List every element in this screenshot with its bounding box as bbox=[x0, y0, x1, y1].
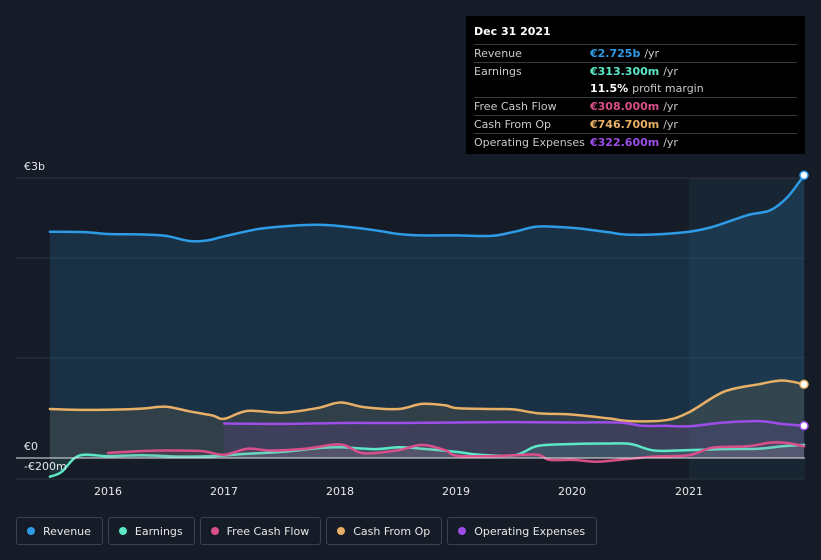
legend-label: Revenue bbox=[43, 524, 91, 538]
tooltip-row-free-cash-flow: Free Cash Flow €308.000m /yr bbox=[474, 97, 797, 115]
legend-item-earnings[interactable]: Earnings bbox=[107, 517, 195, 545]
series-area-earnings bbox=[49, 443, 804, 477]
x-tick-2018: 2018 bbox=[326, 485, 354, 498]
x-tick-2020: 2020 bbox=[558, 485, 586, 498]
legend-label: Operating Expenses bbox=[474, 524, 586, 538]
legend-label: Cash From Op bbox=[353, 524, 431, 538]
x-tick-2016: 2016 bbox=[94, 485, 122, 498]
tooltip-value: €2.725b bbox=[590, 47, 641, 60]
series-line-cash-from-op bbox=[48, 379, 806, 423]
tooltip-unit: /yr bbox=[644, 47, 660, 60]
legend-dot-icon bbox=[337, 527, 346, 535]
tooltip-value: €313.300m bbox=[590, 65, 660, 78]
legend-item-free-cash-flow[interactable]: Free Cash Flow bbox=[199, 517, 322, 545]
tooltip-label bbox=[474, 80, 590, 97]
tooltip-value: €308.000m bbox=[590, 100, 660, 113]
tooltip-date: Dec 31 2021 bbox=[474, 25, 551, 38]
legend-label: Free Cash Flow bbox=[226, 524, 310, 538]
legend-item-cash-from-op[interactable]: Cash From Op bbox=[326, 517, 443, 545]
legend-label: Earnings bbox=[134, 524, 183, 538]
series-end-marker-operating-expenses bbox=[799, 421, 809, 431]
tooltip-label: Earnings bbox=[474, 65, 522, 78]
tooltip-row-earnings: Earnings €313.300m /yr bbox=[474, 62, 797, 80]
legend-dot-icon bbox=[27, 527, 35, 535]
series-line-operating-expenses bbox=[222, 419, 806, 428]
tooltip-unit: profit margin bbox=[632, 82, 704, 95]
tooltip-unit: /yr bbox=[663, 100, 678, 113]
data-tooltip: Dec 31 2021 Revenue €2.725b /yr Earnings… bbox=[466, 16, 805, 154]
y-axis-top-label: €3b bbox=[24, 160, 45, 173]
tooltip-row-cash-from-op: Cash From Op €746.700m /yr bbox=[474, 115, 797, 133]
series-area-revenue bbox=[49, 175, 804, 458]
legend-item-revenue[interactable]: Revenue bbox=[16, 517, 103, 545]
tooltip-label: Operating Expenses bbox=[474, 136, 585, 149]
x-tick-2021: 2021 bbox=[675, 485, 703, 498]
legend-dot-icon bbox=[210, 527, 219, 535]
series-end-marker-revenue bbox=[799, 170, 809, 180]
tooltip-unit: /yr bbox=[663, 136, 678, 149]
series-area-cash-from-op bbox=[49, 380, 804, 458]
tooltip-value: €746.700m bbox=[590, 118, 660, 131]
x-tick-2017: 2017 bbox=[210, 485, 238, 498]
tooltip-unit: /yr bbox=[663, 118, 678, 131]
tooltip-value: €322.600m bbox=[590, 136, 660, 149]
tooltip-label: Free Cash Flow bbox=[474, 100, 557, 113]
tooltip-label: Revenue bbox=[474, 47, 522, 60]
tooltip-value: 11.5% bbox=[590, 82, 629, 95]
tooltip-row-revenue: Revenue €2.725b /yr bbox=[474, 44, 797, 62]
series-end-marker-cash-from-op bbox=[799, 379, 809, 390]
legend-dot-icon bbox=[118, 527, 127, 535]
series-line-free-cash-flow bbox=[106, 441, 806, 463]
series-line-revenue bbox=[48, 173, 806, 243]
legend-item-operating-expenses[interactable]: Operating Expenses bbox=[447, 517, 598, 545]
chart-legend: Revenue Earnings Free Cash Flow Cash Fro… bbox=[16, 517, 598, 545]
series-line-earnings bbox=[48, 442, 806, 478]
tooltip-label: Cash From Op bbox=[474, 118, 552, 131]
y-axis-bottom-label: -€200m bbox=[24, 460, 67, 473]
legend-dot-icon bbox=[458, 527, 467, 535]
tooltip-row-profit-margin: 11.5% profit margin bbox=[474, 80, 797, 97]
tooltip-unit: /yr bbox=[663, 65, 678, 78]
tooltip-row-operating-expenses: Operating Expenses €322.600m /yr bbox=[474, 133, 797, 151]
series-area-free-cash-flow bbox=[108, 442, 804, 462]
x-tick-2019: 2019 bbox=[442, 485, 470, 498]
y-axis-zero-label: €0 bbox=[24, 440, 38, 453]
